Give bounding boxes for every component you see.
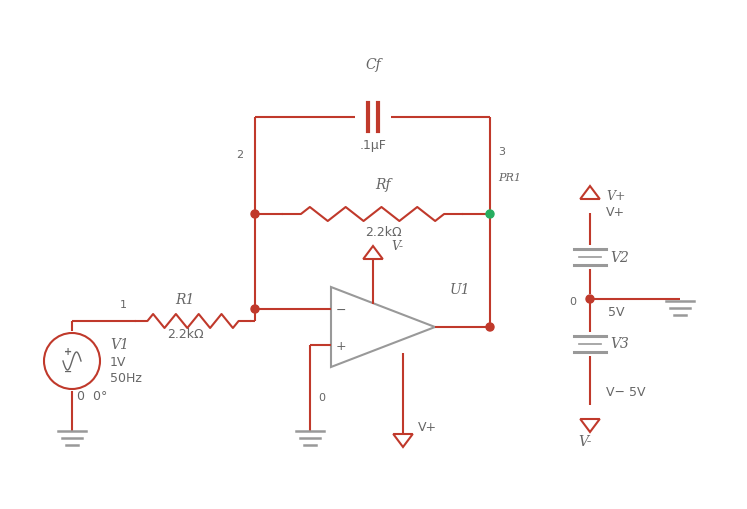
Text: 1: 1: [120, 299, 127, 309]
Text: 1V: 1V: [110, 356, 126, 369]
Circle shape: [251, 305, 259, 314]
Circle shape: [486, 211, 494, 218]
Text: 2.2kΩ: 2.2kΩ: [365, 225, 401, 238]
Text: .1μF: .1μF: [359, 138, 386, 151]
Text: V3: V3: [610, 336, 629, 350]
Text: V+: V+: [606, 205, 625, 218]
Text: V+: V+: [606, 189, 625, 202]
Text: 2.2kΩ: 2.2kΩ: [167, 328, 203, 341]
Text: PR1: PR1: [498, 173, 521, 183]
Text: V-: V-: [578, 434, 592, 448]
Text: 50Hz: 50Hz: [110, 372, 142, 385]
Text: V1: V1: [110, 337, 129, 351]
Text: −: −: [335, 303, 347, 316]
Circle shape: [486, 323, 494, 331]
Text: R1: R1: [176, 293, 195, 306]
Text: 0: 0: [569, 296, 576, 306]
Text: Cf: Cf: [365, 58, 381, 72]
Circle shape: [251, 211, 259, 218]
Text: V2: V2: [610, 250, 629, 265]
Text: 5V: 5V: [608, 305, 624, 318]
Text: +: +: [64, 346, 72, 356]
Text: Rf: Rf: [375, 178, 391, 191]
Circle shape: [586, 295, 594, 303]
Text: V− 5V: V− 5V: [606, 386, 645, 399]
Text: V+: V+: [418, 420, 437, 434]
Text: 2: 2: [236, 150, 243, 160]
Text: 0: 0: [318, 392, 325, 402]
Text: V-: V-: [391, 239, 403, 252]
Text: −: −: [64, 366, 72, 376]
Text: 3: 3: [498, 147, 505, 157]
Text: 0  0°: 0 0°: [77, 390, 108, 403]
Text: +: +: [335, 339, 347, 352]
Text: U1: U1: [450, 282, 471, 296]
